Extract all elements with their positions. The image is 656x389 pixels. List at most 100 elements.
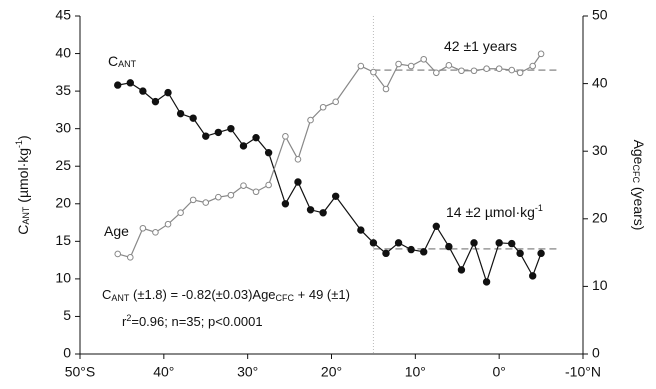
y-tick-label: 25 bbox=[55, 157, 71, 173]
data-point bbox=[369, 239, 378, 247]
y-tick-label: 35 bbox=[55, 82, 71, 98]
series-line bbox=[117, 82, 542, 284]
y-tick-label: 30 bbox=[55, 119, 71, 135]
data-point bbox=[470, 67, 478, 75]
data-point bbox=[127, 254, 134, 261]
data-point bbox=[114, 250, 122, 258]
data-point bbox=[394, 239, 403, 247]
y-tick-label: 0 bbox=[63, 345, 71, 361]
data-point bbox=[177, 209, 184, 217]
y-tick-label: 45 bbox=[55, 7, 71, 23]
data-point bbox=[176, 109, 185, 118]
x-tick-label: 10° bbox=[405, 364, 426, 380]
data-point bbox=[357, 62, 365, 70]
data-point bbox=[508, 66, 516, 74]
data-point bbox=[395, 60, 402, 68]
y2-tick-label: 40 bbox=[592, 74, 608, 90]
data-point bbox=[357, 226, 365, 234]
data-point bbox=[240, 182, 247, 189]
statistics: r2=0.96; n=35; p<0.0001 bbox=[122, 313, 263, 329]
text-part: r bbox=[122, 314, 127, 329]
text-part: C bbox=[102, 287, 111, 302]
series-line bbox=[117, 53, 542, 259]
data-point bbox=[252, 188, 260, 196]
data-point bbox=[458, 67, 465, 75]
x-tick-label: 20° bbox=[321, 364, 342, 380]
annotation: 42 ±1 years bbox=[444, 38, 517, 54]
data-point bbox=[432, 69, 440, 77]
series-label: Age bbox=[104, 223, 129, 239]
data-point bbox=[508, 239, 516, 248]
text-part: 2 bbox=[126, 313, 131, 323]
text-part: ) bbox=[15, 135, 31, 140]
y2-tick-label: 50 bbox=[592, 7, 608, 23]
data-point bbox=[483, 65, 490, 73]
y-tick-label: 5 bbox=[63, 307, 71, 323]
text-part: 14 ±2 µmol·kg bbox=[446, 204, 535, 220]
data-point bbox=[294, 156, 302, 163]
text-part: Age bbox=[104, 223, 129, 239]
text-part: C bbox=[108, 53, 118, 69]
x-tick-label: 40° bbox=[153, 364, 174, 380]
data-point bbox=[331, 192, 340, 200]
data-point bbox=[495, 65, 503, 73]
data-point bbox=[139, 224, 147, 232]
x-tick-label: 50°S bbox=[65, 364, 96, 380]
data-point bbox=[164, 220, 172, 228]
data-point bbox=[445, 62, 453, 69]
data-point bbox=[516, 69, 524, 77]
data-point bbox=[319, 103, 327, 111]
data-point bbox=[482, 278, 491, 286]
data-point bbox=[189, 196, 197, 204]
data-point bbox=[445, 242, 453, 251]
data-point bbox=[282, 133, 289, 140]
data-point bbox=[529, 272, 537, 280]
y-tick-label: 10 bbox=[55, 270, 71, 286]
data-point bbox=[457, 266, 466, 274]
text-part: 42 ±1 years bbox=[444, 38, 517, 54]
text-part: (±1.8) = -0.82(±0.03)Age bbox=[129, 287, 275, 302]
data-point bbox=[370, 68, 377, 76]
text-part: CFC bbox=[631, 164, 641, 183]
data-point bbox=[264, 149, 273, 157]
data-point bbox=[294, 178, 302, 186]
data-point bbox=[227, 124, 235, 133]
y2-tick-label: 0 bbox=[592, 345, 600, 361]
text-part: ANT bbox=[111, 293, 130, 303]
data-point bbox=[306, 206, 315, 214]
data-point bbox=[382, 85, 390, 93]
text-part: C bbox=[15, 225, 31, 235]
y2-tick-label: 20 bbox=[592, 210, 608, 226]
data-point bbox=[252, 133, 260, 142]
data-point bbox=[516, 249, 524, 258]
y2-tick-label: 10 bbox=[592, 277, 608, 293]
data-point bbox=[319, 209, 327, 217]
text-part: -1 bbox=[14, 140, 24, 148]
equation: CANT (±1.8) = -0.82(±0.03)AgeCFC + 49 (±… bbox=[102, 287, 350, 303]
data-point bbox=[420, 55, 428, 63]
x-tick-label: 30° bbox=[237, 364, 258, 380]
y2-tick-label: 30 bbox=[592, 142, 608, 158]
x-tick-label: -10°N bbox=[565, 364, 601, 380]
x-tick-label: 0° bbox=[492, 364, 505, 380]
text-part: CFC bbox=[276, 293, 295, 303]
text-part: (years) bbox=[631, 183, 647, 230]
data-point bbox=[114, 81, 122, 89]
series-label: CANT bbox=[108, 53, 137, 69]
text-part: =0.96; n=35; p<0.0001 bbox=[131, 314, 262, 329]
text-part: + 49 (±1) bbox=[294, 287, 350, 302]
data-point bbox=[202, 132, 210, 140]
data-point bbox=[265, 181, 272, 189]
data-point bbox=[189, 114, 197, 122]
text-part: (µmol·kg bbox=[15, 148, 31, 207]
y-tick-label: 20 bbox=[55, 194, 71, 210]
data-point bbox=[152, 229, 159, 236]
data-point bbox=[227, 191, 235, 199]
data-point bbox=[164, 88, 172, 97]
data-point bbox=[537, 249, 545, 258]
data-point bbox=[214, 128, 223, 137]
data-point bbox=[239, 142, 248, 150]
data-point bbox=[215, 193, 222, 201]
text-part: -1 bbox=[535, 203, 543, 213]
